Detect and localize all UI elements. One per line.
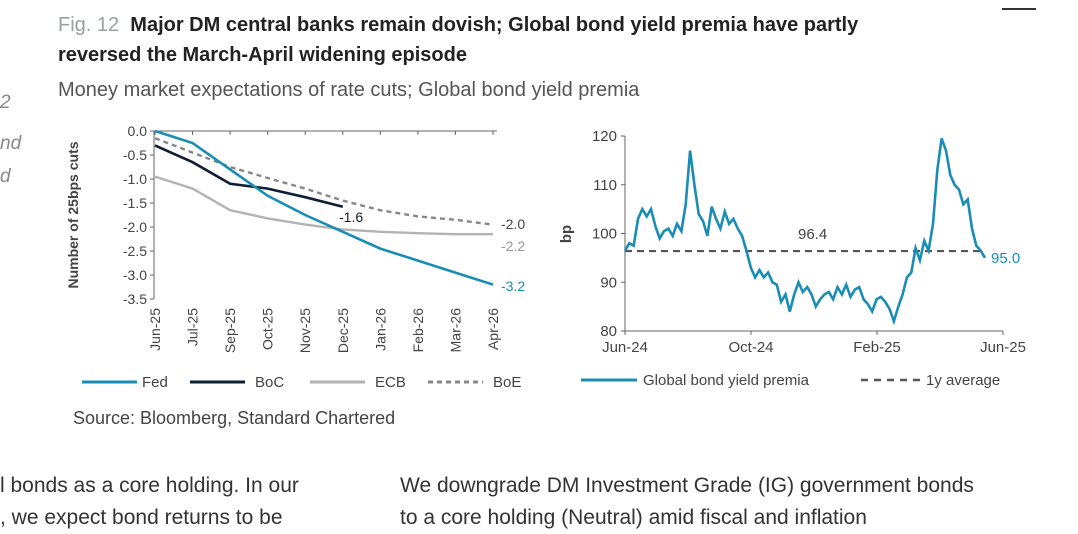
x-tick-label: Jan-26 — [372, 308, 388, 351]
data-label-ecb: -2.2 — [501, 238, 525, 254]
legend-label-average: 1y average — [926, 372, 1000, 389]
y-tick-label: -1.0 — [123, 171, 147, 187]
x-tick-label: Oct-24 — [728, 339, 773, 356]
x-tick-label: Apr-26 — [485, 308, 501, 350]
y-tick-label: -3.0 — [123, 267, 147, 283]
y-tick-label: 90 — [600, 274, 617, 291]
body-text-line: l bonds as a core holding. In our — [0, 474, 299, 497]
body-text-line: We downgrade DM Investment Grade (IG) go… — [400, 474, 974, 497]
y-tick-label: -0.5 — [123, 147, 147, 163]
x-tick-label: Jun-25 — [147, 308, 163, 351]
figure-subtitle: Money market expectations of rate cuts; … — [58, 79, 640, 101]
body-text-line: to a core holding (Neutral) amid fiscal … — [400, 506, 867, 529]
figure-source: Source: Bloomberg, Standard Chartered — [73, 408, 396, 428]
data-label-boc: -1.6 — [339, 209, 363, 225]
legend-label-fed: Fed — [142, 374, 168, 391]
series-line-boc — [154, 144, 344, 209]
x-tick-label: Mar-26 — [447, 308, 463, 353]
margin-fragment: 2 — [0, 92, 11, 113]
bond-yield-premia-chart: 80 90 100 110 120 Jun-24 Oct-24 Feb-25 Jun-25 bp 9… — [558, 128, 1026, 389]
margin-fragment: nd — [0, 133, 22, 154]
data-label-boe: -2.0 — [501, 216, 525, 232]
x-tick-label: Feb-26 — [410, 308, 426, 353]
x-tick-label: Sep-25 — [222, 308, 238, 353]
x-tick-label: Jun-25 — [980, 339, 1026, 356]
x-tick-label: Feb-25 — [853, 339, 901, 356]
figure-title: Fig. 12 Major DM central banks remain do… — [58, 14, 858, 37]
body-text-right: We downgrade DM Investment Grade (IG) go… — [400, 470, 974, 534]
y-tick-label: -1.5 — [123, 195, 147, 211]
y-axis-label: bp — [558, 225, 575, 243]
figure-title-line1: Major DM central banks remain dovish; Gl… — [130, 14, 859, 36]
legend-label-ecb: ECB — [375, 374, 406, 391]
margin-fragment: d — [0, 166, 11, 187]
y-tick-label: -2.5 — [123, 243, 147, 259]
y-tick-label: 120 — [592, 128, 617, 145]
y-tick-label: -2.0 — [123, 219, 147, 235]
body-text-line: , we expect bond returns to be — [0, 506, 283, 529]
series-line-fed — [154, 129, 494, 286]
header-rule — [1002, 0, 1036, 10]
y-tick-label: 100 — [592, 226, 617, 243]
legend-label-boe: BoE — [493, 374, 521, 391]
y-tick-label: 110 — [593, 177, 617, 194]
y-axis-label: Number of 25bps cuts — [65, 141, 81, 288]
x-tick-label: Dec-25 — [335, 308, 351, 353]
x-tick-label: Jul-25 — [185, 308, 201, 346]
figure-label: Fig. 12 — [58, 14, 120, 36]
y-tick-label: -3.5 — [123, 291, 147, 307]
x-tick-label: Jun-24 — [602, 339, 648, 356]
average-value-label: 96.4 — [798, 226, 827, 243]
series-line-global-bond-yield-premia — [623, 137, 987, 326]
body-text-left: l bonds as a core holding. In our , we e… — [0, 470, 299, 534]
y-tick-label: 0.0 — [128, 123, 148, 139]
x-tick-label: Nov-25 — [297, 308, 313, 353]
data-label-fed: -3.2 — [501, 278, 525, 294]
y-tick-label: 80 — [600, 323, 617, 340]
series-line-ecb — [154, 175, 493, 236]
figure-title-line2: reversed the March-April widening episod… — [58, 44, 467, 66]
data-label-latest: 95.0 — [991, 250, 1020, 267]
x-tick-label: Oct-25 — [260, 308, 276, 350]
legend-label-premia: Global bond yield premia — [643, 372, 810, 389]
legend-label-boc: BoC — [255, 374, 284, 391]
